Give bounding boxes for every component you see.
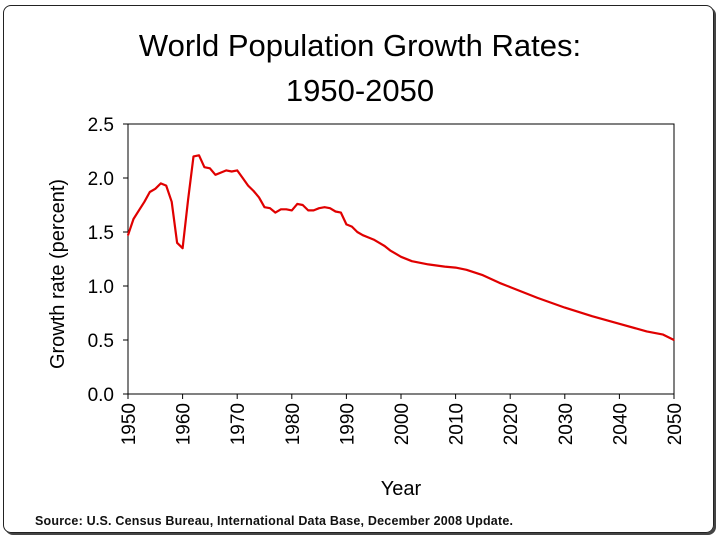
data-point (536, 297, 539, 299)
source-note: Source: U.S. Census Bureau, Internationa… (35, 514, 514, 528)
data-point (498, 281, 501, 284)
data-point (252, 190, 255, 192)
data-point (345, 223, 348, 226)
data-point (411, 260, 413, 262)
x-tick-label: 2010 (447, 403, 468, 445)
data-point (165, 184, 168, 187)
data-point (301, 204, 304, 206)
plot-area (127, 123, 675, 395)
data-point (159, 182, 162, 185)
data-point (312, 209, 315, 212)
data-point (203, 166, 206, 168)
data-point (280, 208, 282, 211)
data-point (372, 238, 375, 241)
x-tick-label: 1970 (228, 403, 249, 445)
data-point (389, 249, 391, 252)
data-point (209, 167, 211, 170)
x-tick-label: 1990 (337, 403, 358, 445)
data-point (214, 173, 217, 176)
data-point (318, 207, 320, 210)
data-point (591, 315, 593, 318)
series-line-growth-rate (126, 154, 675, 341)
x-axis-label: Year (381, 478, 422, 500)
x-tick-label: 2050 (665, 403, 686, 445)
data-point (225, 169, 228, 172)
y-tick-label: 0.5 (88, 331, 114, 352)
data-point (356, 231, 359, 233)
data-point (482, 274, 484, 277)
y-tick-label: 2.0 (88, 169, 114, 190)
data-point (247, 184, 249, 187)
data-point (127, 234, 129, 237)
data-point (454, 266, 457, 269)
x-tick-label: 2040 (610, 403, 631, 445)
y-tick-label: 1.0 (88, 277, 114, 298)
y-tick-label: 2.5 (88, 115, 114, 136)
x-tick-label: 1980 (283, 403, 304, 445)
data-point (323, 206, 326, 208)
x-tick-label: 1960 (174, 403, 195, 445)
data-point (220, 171, 222, 174)
chart-title-line-2: 1950-2050 (285, 73, 435, 108)
data-point (383, 245, 386, 247)
data-point (132, 218, 135, 220)
data-point (465, 269, 468, 271)
data-point (143, 200, 146, 203)
data-point (618, 323, 621, 325)
x-tick-label: 1950 (119, 403, 140, 445)
data-point (181, 247, 184, 249)
x-tick-label: 2030 (556, 403, 577, 445)
data-point (307, 209, 309, 212)
chart-title-line-1: World Population Growth Rates: (138, 28, 582, 63)
data-point (285, 208, 288, 211)
data-point (274, 211, 277, 214)
data-point (269, 207, 271, 210)
data-point (192, 155, 195, 158)
data-point (241, 177, 244, 179)
data-point (176, 242, 178, 244)
data-point (230, 170, 233, 173)
slide-frame (3, 5, 714, 533)
data-point (334, 210, 337, 213)
data-point (198, 154, 200, 157)
data-point (378, 242, 380, 244)
data-point (340, 211, 342, 214)
data-point (361, 234, 364, 237)
data-point (170, 200, 173, 203)
data-point (154, 188, 157, 190)
data-point (400, 256, 402, 258)
data-point (394, 252, 397, 255)
x-tick-label: 2020 (501, 403, 522, 445)
data-point (351, 225, 353, 228)
data-point (187, 198, 189, 201)
data-point (645, 330, 648, 333)
data-point (509, 286, 512, 288)
x-tick-label: 2000 (392, 403, 413, 445)
data-point (291, 209, 293, 212)
y-tick-label: 1.5 (88, 223, 114, 244)
data-point (662, 333, 664, 336)
data-point (329, 207, 331, 210)
y-axis-label: Growth rate (percent) (47, 179, 69, 369)
data-point (673, 339, 675, 341)
y-tick-label: 0.0 (88, 385, 114, 406)
data-point (258, 196, 260, 199)
data-point (564, 306, 566, 309)
data-point (236, 169, 238, 172)
data-point (296, 203, 299, 205)
data-point (149, 191, 151, 193)
data-point (367, 236, 370, 239)
data-point (263, 206, 266, 208)
data-point (427, 263, 430, 266)
data-point (443, 265, 446, 268)
data-point (138, 209, 140, 212)
